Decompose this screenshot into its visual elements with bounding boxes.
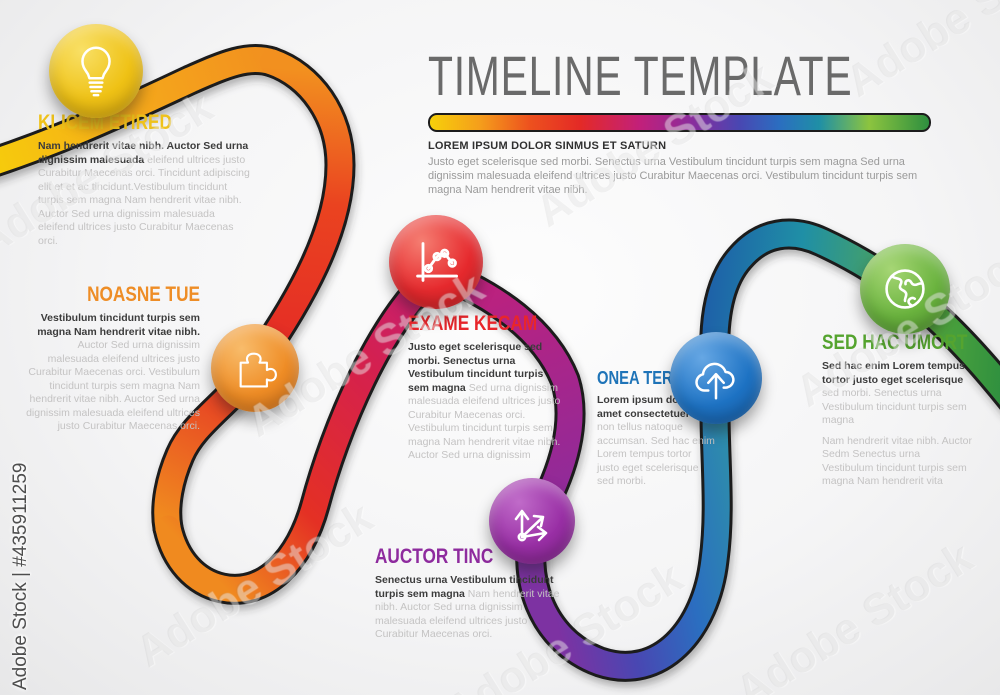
header: TIMELINE TEMPLATE LOREM IPSUM DOLOR SINM… bbox=[428, 48, 933, 197]
milestone-block-auctor: AUCTOR TINC Senectus urna Vestibulum tin… bbox=[375, 546, 571, 642]
cloud-upload-icon bbox=[695, 362, 735, 400]
milestone-block-sedhac: SED HAC UMORT Sed hac enim Lorem tempus … bbox=[822, 332, 972, 489]
page-title: TIMELINE TEMPLATE bbox=[428, 44, 853, 107]
globe-icon bbox=[885, 269, 925, 309]
milestone-block-noasne: NOASNE TUE Vestibulum tincidunt turpis s… bbox=[26, 284, 200, 434]
three-arrows-icon bbox=[514, 509, 548, 542]
milestone-title: KLICEM ETIRED bbox=[38, 111, 172, 134]
milestone-text: Justo eget scelerisque sed morbi. Senect… bbox=[408, 341, 561, 461]
milestone-text: Senectus urna Vestibulum tincidunt turpi… bbox=[375, 574, 560, 640]
milestone-text: Nam hendrerit vitae nibh. Auctor Sed urn… bbox=[38, 140, 250, 247]
milestone-text-secondary: Nam hendrerit vitae nibh. Auctor Sedm Se… bbox=[822, 434, 972, 488]
header-subtitle: LOREM IPSUM DOLOR SINMUS ET SATURN bbox=[428, 140, 667, 152]
watermark-asset-id: Adobe Stock | #435911259 bbox=[10, 462, 31, 691]
lightbulb-icon bbox=[81, 46, 111, 97]
milestone-node-klicem bbox=[49, 24, 143, 118]
milestone-title: SED HAC UMORT bbox=[822, 331, 968, 354]
milestone-block-exame: EXAME KECAM Justo eget scelerisque sed m… bbox=[408, 313, 564, 463]
milestone-node-auctor bbox=[489, 478, 575, 564]
line-chart-icon bbox=[416, 242, 458, 282]
milestone-title: NOASNE TUE bbox=[87, 283, 200, 306]
milestone-text: Vestibulum tincidunt turpis sem magna Na… bbox=[26, 312, 200, 432]
milestone-node-onea bbox=[670, 332, 762, 424]
milestone-title: EXAME KECAM bbox=[408, 312, 538, 335]
milestone-node-exame bbox=[389, 215, 483, 309]
milestone-block-klicem: KLICEM ETIRED Nam hendrerit vitae nibh. … bbox=[38, 112, 252, 248]
ribbon-gradient bbox=[0, 46, 1000, 679]
header-description: Justo eget scelerisque sed morbi. Senect… bbox=[428, 156, 918, 196]
puzzle-icon bbox=[239, 352, 277, 388]
milestone-node-noasne bbox=[211, 324, 299, 412]
milestone-node-sedhac bbox=[860, 244, 950, 334]
rainbow-underline-bar bbox=[428, 113, 931, 132]
milestone-title: AUCTOR TINC bbox=[375, 545, 494, 568]
milestone-text: Sed hac enim Lorem tempus tortor justo e… bbox=[822, 360, 967, 426]
